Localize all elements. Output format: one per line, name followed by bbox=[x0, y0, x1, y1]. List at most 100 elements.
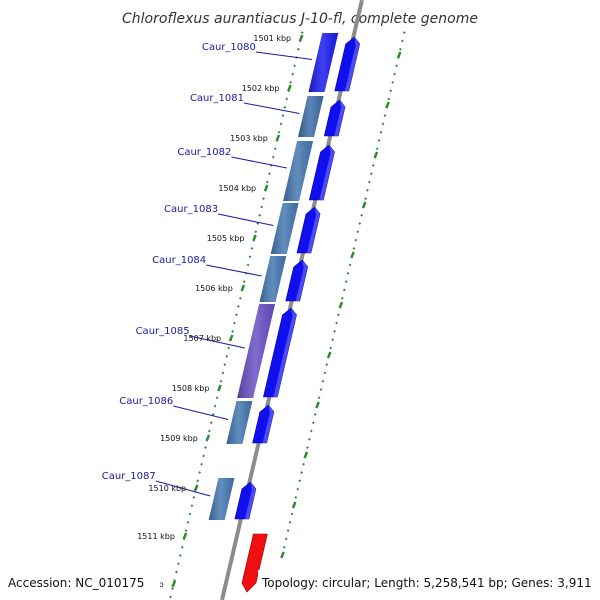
tick-minor bbox=[277, 130, 281, 134]
gene-arrow bbox=[285, 259, 309, 302]
gene-arrow bbox=[334, 36, 361, 92]
tick-minor bbox=[329, 346, 333, 350]
tick-major bbox=[338, 301, 344, 309]
tick-minor bbox=[250, 247, 254, 250]
kbp-label: 1506 kbp bbox=[195, 284, 233, 293]
kbp-label: 1507 kbp bbox=[183, 334, 221, 343]
tick-minor bbox=[293, 64, 296, 68]
tick-minor bbox=[354, 238, 358, 242]
tick-minor bbox=[235, 313, 238, 317]
kbp-label: 1503 kbp bbox=[230, 134, 268, 143]
gene-box-track bbox=[208, 33, 339, 520]
tick-minor bbox=[246, 263, 250, 267]
tick-minor bbox=[308, 437, 311, 441]
tick-major bbox=[396, 51, 402, 59]
tick-minor bbox=[180, 545, 184, 549]
tick-minor bbox=[283, 105, 287, 109]
tick-major bbox=[193, 484, 199, 492]
tick-minor bbox=[335, 321, 338, 325]
tick-minor bbox=[192, 496, 196, 499]
tick-minor bbox=[381, 122, 385, 126]
tick-minor bbox=[400, 39, 404, 43]
tick-minor bbox=[342, 288, 346, 292]
gene-arrow-highlight bbox=[319, 145, 335, 200]
gene-box-shade bbox=[226, 401, 253, 444]
tick-minor bbox=[319, 388, 323, 391]
tick-minor bbox=[368, 180, 371, 184]
tick-major bbox=[275, 134, 281, 142]
tick-minor bbox=[306, 446, 309, 449]
tick-minor bbox=[238, 296, 242, 300]
kbp-label: 1508 kbp bbox=[172, 384, 210, 393]
gene-arrow bbox=[234, 481, 257, 520]
kbp-label: 1502 kbp bbox=[242, 84, 280, 93]
gene-box-shade bbox=[283, 141, 314, 201]
tick-minor bbox=[188, 512, 192, 516]
gene-arrow-highlight bbox=[344, 37, 360, 91]
gene-label: Caur_1080 bbox=[202, 42, 256, 53]
tick-major bbox=[361, 201, 367, 209]
map-title: Chloroflexus aurantiacus J-10-fl, comple… bbox=[122, 11, 478, 27]
tick-minor bbox=[313, 413, 317, 416]
tick-minor bbox=[300, 471, 304, 474]
tick-minor bbox=[300, 31, 304, 34]
tick-minor bbox=[260, 205, 263, 209]
kbp-label: 1511 kbp bbox=[137, 532, 175, 541]
tick-minor bbox=[169, 595, 172, 599]
tick-minor bbox=[317, 396, 321, 400]
tick-minor bbox=[266, 180, 269, 184]
tick-minor bbox=[369, 172, 373, 176]
tick-minor bbox=[282, 545, 286, 549]
tick-minor bbox=[273, 147, 277, 151]
tick-minor bbox=[190, 504, 194, 508]
tick-minor bbox=[309, 429, 313, 433]
tick-minor bbox=[258, 213, 262, 217]
tick-minor bbox=[337, 313, 340, 317]
tick-minor bbox=[254, 230, 258, 234]
tick-minor bbox=[371, 164, 375, 167]
tick-minor bbox=[297, 47, 300, 51]
tick-minor bbox=[364, 197, 367, 200]
gene-label: Caur_1081 bbox=[190, 93, 244, 104]
reverse-gene-arrow bbox=[241, 533, 268, 593]
tick-minor bbox=[285, 97, 289, 101]
tick-minor bbox=[233, 321, 236, 325]
tick-minor bbox=[223, 363, 227, 366]
tick-minor bbox=[291, 72, 294, 76]
tick-minor bbox=[178, 554, 182, 557]
accession-text: Accession: NC_010175 bbox=[8, 576, 144, 590]
tick-minor bbox=[227, 346, 231, 350]
gene-box-shade bbox=[308, 33, 339, 92]
gene-arrow-highlight bbox=[244, 482, 256, 519]
tick-minor bbox=[184, 529, 188, 532]
tick-minor bbox=[231, 330, 234, 333]
gene-label-connector bbox=[217, 213, 274, 226]
tick-minor bbox=[171, 587, 174, 591]
tick-minor bbox=[346, 271, 350, 275]
gene-box-shade bbox=[298, 96, 324, 137]
tick-minor bbox=[196, 479, 200, 483]
tick-minor bbox=[393, 72, 396, 76]
tick-minor bbox=[200, 462, 203, 466]
tick-minor bbox=[294, 496, 298, 499]
tick-minor bbox=[290, 512, 294, 516]
gene-label-connector bbox=[189, 335, 245, 349]
tick-major bbox=[315, 401, 320, 409]
tick-minor bbox=[375, 147, 379, 151]
gene-arrow bbox=[323, 99, 346, 137]
tick-minor bbox=[271, 155, 275, 159]
topology-text: Topology: circular; Length: 5,258,541 bp… bbox=[261, 576, 592, 590]
gene-box-shade bbox=[237, 304, 276, 398]
tick-major bbox=[228, 334, 234, 342]
tick-minor bbox=[296, 487, 300, 491]
gene-arrow bbox=[308, 144, 335, 201]
tick-minor bbox=[383, 114, 387, 117]
tick-minor bbox=[225, 354, 229, 358]
tick-track bbox=[169, 31, 406, 599]
gene-label-connector bbox=[243, 102, 300, 114]
tick-major bbox=[280, 551, 285, 559]
tick-minor bbox=[389, 89, 393, 93]
tick-major bbox=[291, 501, 297, 509]
tick-minor bbox=[399, 47, 402, 51]
